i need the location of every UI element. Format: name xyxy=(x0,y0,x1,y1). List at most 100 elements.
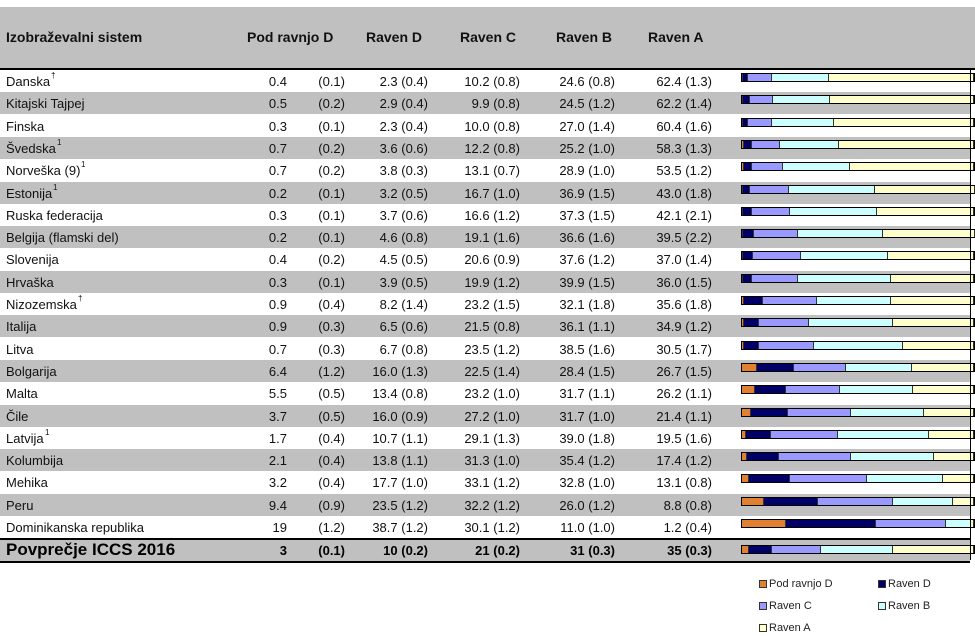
value-below-d: 0.5 xyxy=(268,96,287,112)
standard-error: (0.5) xyxy=(401,185,428,201)
cell-raven-a: 42.1 (2.1) xyxy=(656,208,712,223)
value-below-d: 5.5 xyxy=(268,386,287,402)
bar-segment-raven-c xyxy=(751,207,791,215)
table-row: Dominikanska republika 19 (1.2) 38.7 (1.2) 3… xyxy=(0,516,975,538)
bar-segment-raven-d xyxy=(744,297,764,304)
bar-segment-raven-b xyxy=(772,96,830,104)
cell-raven-d: 3.6 (0.6) xyxy=(380,141,428,156)
standard-error: (0.3) xyxy=(685,543,712,558)
cell-raven-d: 3.8 (0.3) xyxy=(380,163,428,178)
se-below-d: (0.5) xyxy=(318,408,345,424)
bar-segment-raven-c xyxy=(785,386,840,394)
cell-raven-d: 16.0 (1.3) xyxy=(372,364,428,379)
bar-segment-raven-d xyxy=(756,363,794,371)
cell-raven-c: 30.1 (1.2) xyxy=(464,520,520,535)
standard-error: (0.4) xyxy=(685,520,712,535)
country-name: Dominikanska republika xyxy=(6,520,145,535)
value: 31.7 xyxy=(559,408,585,424)
cell-raven-d: 6.7 (0.8) xyxy=(380,342,428,357)
value: 35.4 xyxy=(559,453,585,469)
table-row: Hrvaška 0.3 (0.1) 3.9 (0.5) 19.9 (1.2) 39.9 (… xyxy=(0,270,975,293)
bar-segment-raven-a xyxy=(892,546,974,553)
value-below-d: 0.7 xyxy=(268,163,287,179)
standard-error: (1.4) xyxy=(588,118,615,134)
value: 35.6 xyxy=(656,297,682,312)
value: 20.6 xyxy=(464,252,490,268)
value-below-d: 0.4 xyxy=(268,74,287,89)
stacked-bar xyxy=(741,206,975,216)
standard-error: (0.8) xyxy=(401,230,428,246)
bar-segment-raven-d xyxy=(743,118,749,126)
cell-raven-a: 19.5 (1.6) xyxy=(656,431,712,446)
country-name: Litva xyxy=(6,341,34,357)
bar-segment-raven-d xyxy=(743,230,754,238)
cell-raven-b: 31.7 (1.1) xyxy=(559,386,615,401)
cell-raven-c: 21 (0.2) xyxy=(475,543,520,558)
standard-error: (0.8) xyxy=(588,74,615,89)
table-row: Litva 0.7 (0.3) 6.7 (0.8) 23.5 (1.2) 38.5 (1.… xyxy=(0,338,975,360)
table-row: Švedska 1 0.7 (0.2) 3.6 (0.6) 12.2 (0.8) 25.2… xyxy=(0,136,975,159)
bar-segment-raven-a xyxy=(829,96,974,104)
cell-raven-d: 8.2 (1.4) xyxy=(380,297,428,312)
standard-error: (0.6) xyxy=(401,140,428,156)
standard-error: (1.4) xyxy=(401,297,428,312)
cell-raven-d: 2.3 (0.4) xyxy=(380,119,428,134)
bar-segment-raven-b xyxy=(798,274,891,282)
value: 17.4 xyxy=(656,453,682,469)
col-header-c: Raven C xyxy=(460,29,517,45)
cell-raven-a: 60.4 (1.6) xyxy=(656,119,712,134)
stacked-bar xyxy=(741,318,975,328)
standard-error: (0.7) xyxy=(493,163,520,179)
value: 8.2 xyxy=(379,297,398,312)
table-header: Izobraževalni sistem Pod ravnjo D Raven … xyxy=(0,7,975,70)
standard-error: (1.8) xyxy=(685,185,712,201)
cell-raven-a: 26.2 (1.1) xyxy=(656,386,712,401)
table-row: Belgija (flamski del) 0.2 (0.1) 4.6 (0.8) 19… xyxy=(0,226,975,249)
bar-segment-raven-c xyxy=(790,475,868,483)
value: 13.1 xyxy=(464,163,490,179)
bar-segment-raven-d xyxy=(763,497,819,505)
bar-segment-pod-ravnjo-d xyxy=(742,185,743,193)
value: 16.7 xyxy=(464,185,490,201)
standard-error: (1.5) xyxy=(588,274,615,290)
cell-raven-c: 16.7 (1.0) xyxy=(464,186,520,201)
standard-error: (1.0) xyxy=(588,140,615,156)
stacked-bar xyxy=(741,273,975,283)
stacked-bar xyxy=(741,429,975,439)
cell-raven-d: 6.5 (0.6) xyxy=(380,319,428,334)
value: 13.4 xyxy=(372,386,398,402)
bar-segment-pod-ravnjo-d xyxy=(742,453,747,461)
legend-item: Raven B xyxy=(878,600,930,612)
bar-segment-raven-a xyxy=(902,341,974,349)
standard-error: (1.0) xyxy=(588,163,615,179)
cell-raven-a: 58.3 (1.3) xyxy=(656,141,712,156)
bar-segment-raven-b xyxy=(820,546,893,553)
value: 37.0 xyxy=(656,252,682,268)
standard-error: (1.2) xyxy=(685,319,712,335)
standard-error: (1.3) xyxy=(401,363,428,379)
cell-raven-b: 32.8 (1.0) xyxy=(559,475,615,490)
standard-error: (1.2) xyxy=(588,453,615,469)
standard-error: (0.8) xyxy=(401,341,428,357)
cell-raven-c: 19.1 (1.6) xyxy=(464,230,520,245)
bar-segment-raven-c xyxy=(750,185,790,193)
bar-segment-raven-d xyxy=(743,341,760,349)
value: 35 xyxy=(667,543,682,558)
value: 26.0 xyxy=(559,497,585,513)
col-header-below-d: Pod ravnjo D xyxy=(247,29,334,45)
bar-segment-raven-a xyxy=(912,363,974,371)
bar-segment-raven-a xyxy=(892,319,974,327)
cell-raven-a: 13.1 (0.8) xyxy=(656,475,712,490)
se-below-d: (0.3) xyxy=(318,319,345,335)
bar-segment-raven-a xyxy=(829,74,974,81)
value: 62.2 xyxy=(656,96,682,112)
cell-raven-b: 28.9 (1.0) xyxy=(559,163,615,178)
bar-segment-raven-b xyxy=(846,363,913,371)
standard-error: (0.4) xyxy=(401,74,428,89)
value: 34.9 xyxy=(656,319,682,335)
cell-raven-d: 16.0 (0.9) xyxy=(372,409,428,424)
value: 3.9 xyxy=(379,274,398,290)
table-row: Kolumbija 2.1 (0.4) 13.8 (1.1) 31.3 (1.0) 35.… xyxy=(0,449,975,472)
bar-segment-raven-a xyxy=(943,475,974,483)
bar-segment-pod-ravnjo-d xyxy=(742,118,743,126)
